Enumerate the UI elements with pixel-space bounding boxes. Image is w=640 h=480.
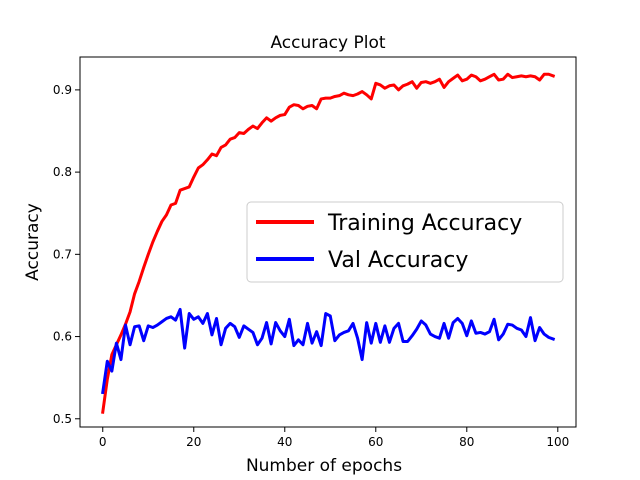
legend: Training Accuracy Val Accuracy xyxy=(246,201,564,283)
legend-label-training: Training Accuracy xyxy=(327,211,522,236)
x-tick-label: 80 xyxy=(459,435,474,449)
y-axis-ticks: 0.5 0.6 0.7 0.8 0.9 xyxy=(53,83,80,426)
y-axis-label: Accuracy xyxy=(23,203,43,281)
x-axis-label: Number of epochs xyxy=(246,456,402,476)
y-tick-label: 0.7 xyxy=(53,247,72,261)
x-tick-label: 100 xyxy=(546,435,569,449)
y-tick-label: 0.6 xyxy=(53,330,72,344)
y-tick-label: 0.9 xyxy=(53,83,72,97)
x-tick-label: 0 xyxy=(99,435,107,449)
x-axis-ticks: 0 20 40 60 80 100 xyxy=(99,427,569,449)
series-line-val xyxy=(101,307,556,395)
x-tick-label: 60 xyxy=(368,435,383,449)
series-line-training xyxy=(101,72,556,414)
plot-area xyxy=(101,72,556,414)
legend-label-val: Val Accuracy xyxy=(328,248,468,273)
y-tick-label: 0.8 xyxy=(53,165,72,179)
x-tick-label: 20 xyxy=(186,435,201,449)
x-tick-label: 40 xyxy=(277,435,292,449)
chart-title: Accuracy Plot xyxy=(270,33,385,53)
axes-frame xyxy=(79,56,577,428)
y-tick-label: 0.5 xyxy=(53,412,72,426)
legend-box xyxy=(246,201,564,283)
